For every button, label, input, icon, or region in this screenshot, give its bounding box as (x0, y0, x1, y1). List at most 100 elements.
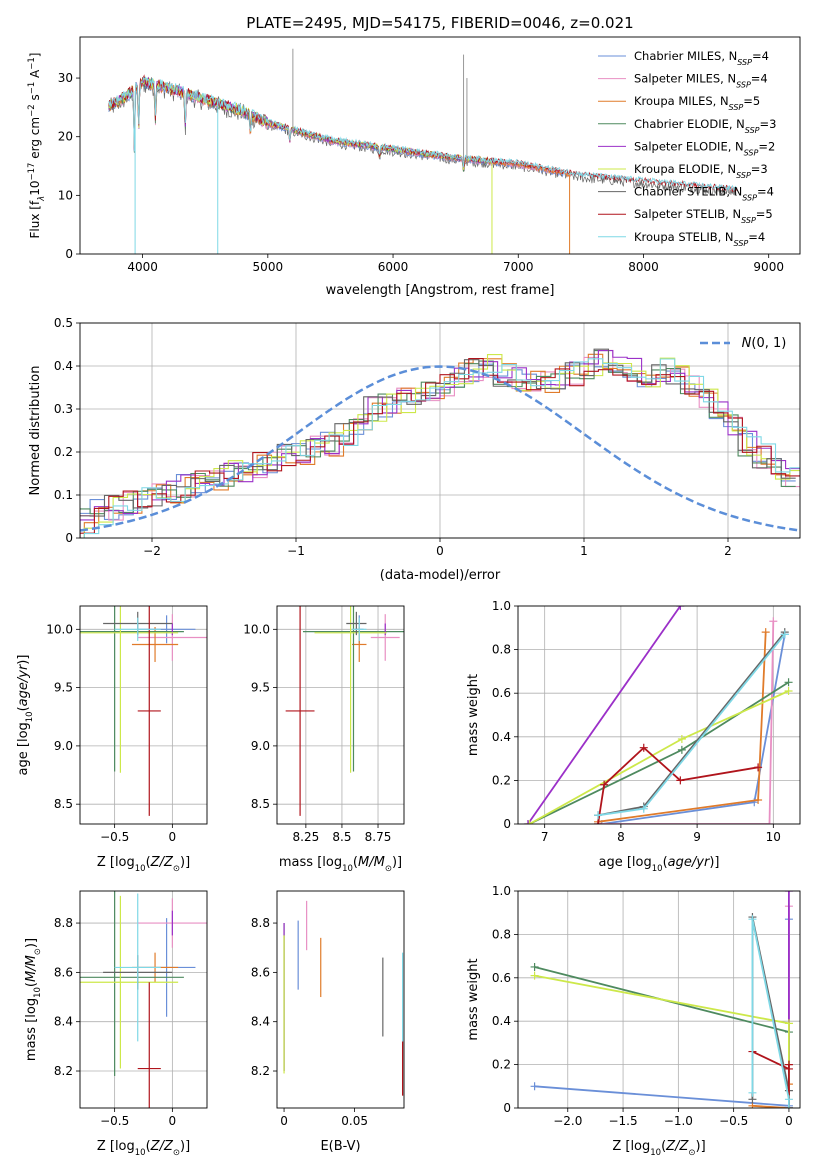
legend-entry: Salpeter ELODIE, NSSP=2 (634, 139, 775, 157)
y-tick-label: 8.4 (251, 1015, 270, 1029)
axes-mass_vs_ebv: 0 0.05 8.2 8.4 8.6 8.8 E(B-V) (251, 890, 405, 1154)
label-fragment: age [log (16, 722, 31, 775)
label-fragment: ( (353, 855, 358, 870)
x-tick-label: −1.5 (608, 1114, 637, 1128)
legend-entry-fragment: Salpeter ELODIE, N (634, 139, 744, 153)
label-fragment: )] (180, 1139, 190, 1154)
label-fragment: ⊙ (173, 864, 180, 874)
label-fragment: Z/Z (665, 1139, 689, 1154)
label-fragment: N (742, 336, 752, 351)
axes-frame (79, 890, 208, 1109)
y-tick-label: 0.2 (492, 773, 511, 787)
x-tick-label: 0 (169, 1114, 177, 1128)
weight-point (530, 971, 539, 980)
label-fragment: erg cm (28, 117, 42, 163)
y-tick-label: 0.4 (492, 1014, 511, 1028)
weight-point (594, 820, 603, 824)
weight-series-salpeter-miles (598, 621, 775, 824)
y-tick-label: 0.5 (54, 316, 73, 330)
residuals-ylabel: Normed distribution (28, 366, 43, 496)
label-fragment: M/M (358, 855, 385, 870)
label-fragment: 10 (650, 1148, 661, 1158)
weight-point (530, 962, 539, 971)
weight-series-chabrier-miles (601, 634, 786, 824)
label-fragment: −1 (27, 57, 37, 70)
residuals-xlabel: (data-model)/error (380, 568, 501, 583)
y-tick-label: 8.5 (251, 797, 270, 811)
weight-point (748, 915, 757, 924)
axes-frame (276, 890, 405, 1109)
x-tick-label: −2.0 (553, 1114, 582, 1128)
legend-entry-fragment: Chabrier STELIB, N (634, 185, 742, 199)
legend-entry: Salpeter MILES, NSSP=4 (634, 72, 768, 90)
label-fragment: ⊙ (688, 1148, 695, 1158)
weight-point (594, 811, 603, 820)
x-tick-label: 8 (617, 830, 625, 844)
histogram-chabrier-elodie (80, 349, 796, 515)
axes-age_vs_mass: 8.25 8.5 8.75 8.5 9.0 9.5 10.0 mass [log10(M/M⊙… (243, 605, 405, 874)
label-fragment: ( (146, 855, 151, 870)
y-tick-label: 9.5 (54, 681, 73, 695)
weight-point (784, 687, 793, 696)
weight-series-kroupa-elodie (534, 974, 790, 1108)
y-tick-label: 10.0 (46, 622, 73, 636)
y-tick-label: 0.4 (492, 730, 511, 744)
x-tick-label: 7000 (503, 260, 534, 274)
label-fragment: ⊙ (385, 864, 392, 874)
label-fragment: 10 (652, 864, 663, 874)
x-tick-label: 9 (693, 830, 701, 844)
mass-z-xlabel: Z [log10(Z/Z⊙)] (97, 1139, 190, 1158)
y-tick-label: 9.5 (251, 681, 270, 695)
label-fragment: ( (16, 706, 31, 711)
label-fragment: 10 (135, 1148, 146, 1158)
x-tick-label: 0.05 (341, 1114, 368, 1128)
x-tick-label: −1.0 (664, 1114, 693, 1128)
label-fragment: Z [log (97, 1139, 135, 1154)
ebv-xlabel: E(B-V) (320, 1139, 360, 1154)
y-tick-label: 0 (65, 247, 73, 261)
label-fragment: )] (696, 1139, 706, 1154)
label-fragment: )] (16, 655, 31, 665)
y-tick-label: 0.6 (492, 686, 511, 700)
legend-entry-fragment: SSP (737, 58, 752, 67)
legend-entry-fragment: Chabrier ELODIE, N (634, 117, 745, 131)
weight-point (748, 1088, 757, 1097)
y-tick-label: 8.4 (54, 1015, 73, 1029)
legend-entry: Chabrier ELODIE, NSSP=3 (634, 117, 776, 135)
x-tick-label: 8000 (628, 260, 659, 274)
legend-entry-fragment: SSP (745, 125, 760, 134)
label-fragment: Z [log (97, 855, 135, 870)
axes-massweight_vs_Z: −2.0 −1.5 −1.0 −0.5 0 0 0.2 0.4 0.6 0.8 1.0 Z [log1… (466, 884, 801, 1158)
y-tick-label: 0.6 (492, 971, 511, 985)
normal-curve (80, 365, 800, 532)
weight-series-kroupa-elodie (528, 690, 789, 824)
label-fragment: Z/Z (150, 1139, 174, 1154)
x-tick-label: −2 (143, 544, 161, 558)
label-fragment: λ (37, 196, 47, 202)
weight-point (525, 820, 534, 824)
legend-entry-fragment: Salpeter MILES, N (634, 72, 736, 86)
y-tick-label: 0 (503, 1101, 511, 1115)
label-fragment: mass [log (24, 998, 39, 1061)
label-fragment: )] (392, 855, 402, 870)
label-fragment: ⊙ (173, 1148, 180, 1158)
mass-ylabel: mass [log10(M/M⊙)] (24, 938, 43, 1061)
label-fragment: Flux [f (28, 200, 42, 238)
label-fragment: ( (146, 1139, 151, 1154)
weight-point (784, 1104, 793, 1108)
y-tick-label: 1.0 (492, 884, 511, 898)
axes-frame (79, 605, 208, 825)
label-fragment: age/yr (668, 855, 711, 870)
spectrum-xlabel: wavelength [Angstrom, rest frame] (326, 283, 555, 298)
legend-entry-fragment: SSP (734, 238, 749, 247)
legend-entry-fragment: Kroupa ELODIE, N (634, 162, 736, 176)
label-fragment: ( (24, 982, 39, 987)
spectrum-series-kroupa-stelib (108, 76, 738, 191)
weight-point (676, 776, 685, 785)
legend-entry: Kroupa ELODIE, NSSP=3 (634, 162, 768, 180)
legend-entry-fragment: =4 (757, 185, 774, 199)
label-fragment: 10 (25, 711, 35, 722)
legend-entry-fragment: Kroupa MILES, N (634, 94, 729, 108)
spectrum-ylabel: Flux [fλ10−17 erg cm−2 s−1 A−1] (27, 53, 47, 239)
